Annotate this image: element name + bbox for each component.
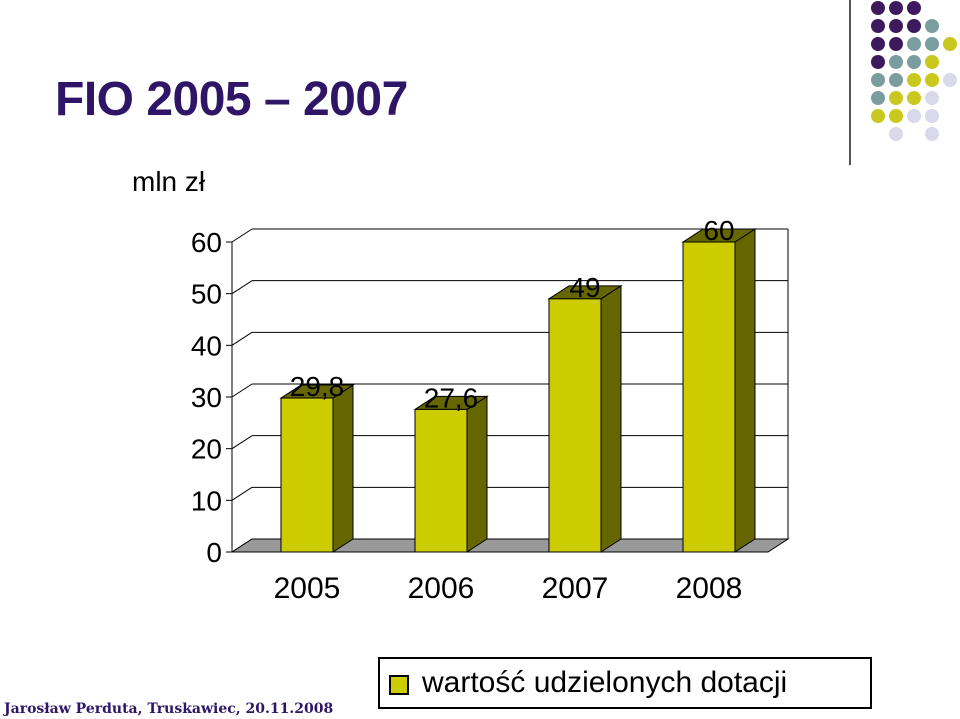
y-tick-label: 30 [191,382,222,413]
bar-side [734,228,756,553]
decorative-dot [871,1,885,15]
bar-side [600,284,622,553]
decorative-dot [889,19,903,33]
decorative-dot [889,55,903,69]
decorative-dot [889,91,903,105]
data-label: 29,8 [290,371,345,402]
slide-footer: Jarosław Perduta, Truskawiec, 20.11.2008 [4,701,334,717]
decorative-dot [943,37,957,51]
bar-2007 [548,298,602,553]
x-tick-label: 2005 [274,572,341,605]
bar-2006 [414,408,468,553]
legend-label: wartość udzielonych dotacji [422,666,788,699]
decorative-dots-icon [871,1,957,141]
grid-diagonal [231,383,253,398]
decorative-dot [871,73,885,87]
decorative-dot [907,109,921,123]
decorative-dot [889,37,903,51]
decorative-dot [907,73,921,87]
decorative-dot [871,19,885,33]
decorative-dot [871,91,885,105]
y-tick-label: 50 [191,279,222,310]
y-tick-label: 40 [191,330,222,361]
decorative-dot [907,19,921,33]
grid-diagonal [231,331,253,346]
chart-legend: wartość udzielonych dotacji [378,657,872,709]
grid-diagonal [231,435,253,450]
decorative-dot [907,91,921,105]
bar-2005 [280,397,334,553]
grid-diagonal [231,280,253,295]
bar-2008 [682,241,736,553]
x-tick-label: 2006 [408,572,475,605]
decorative-dot [871,37,885,51]
x-tick-label: 2008 [676,572,743,605]
decorative-dot [925,73,939,87]
decorative-dot [907,37,921,51]
bar-side [332,384,354,553]
decorative-dot [889,73,903,87]
decorative-dot [889,109,903,123]
legend-swatch [389,675,409,695]
decorative-dot [925,109,939,123]
data-label: 27,6 [424,382,479,413]
decorative-divider [849,0,851,165]
y-tick-label: 0 [206,537,222,568]
decorative-dot [943,73,957,87]
data-label: 60 [703,215,734,246]
decorative-dot [907,55,921,69]
y-unit-label: mln zł [132,166,206,197]
decorative-dot [925,37,939,51]
decorative-dot [871,55,885,69]
decorative-dot [925,19,939,33]
grid-diagonal [231,228,253,243]
decorative-dot [871,109,885,123]
y-tick-label: 20 [191,434,222,465]
y-tick-label: 10 [191,485,222,516]
decorative-dot [925,91,939,105]
grid-diagonal [231,486,253,501]
decorative-dot [925,127,939,141]
data-label: 49 [569,272,600,303]
slide-title: FIO 2005 – 2007 [55,73,408,126]
decorative-dot [907,1,921,15]
decorative-dot [889,1,903,15]
bar-side [466,395,488,553]
decorative-dot [889,127,903,141]
y-tick-label: 60 [191,227,222,258]
decorative-dot [925,55,939,69]
x-tick-label: 2007 [542,572,609,605]
